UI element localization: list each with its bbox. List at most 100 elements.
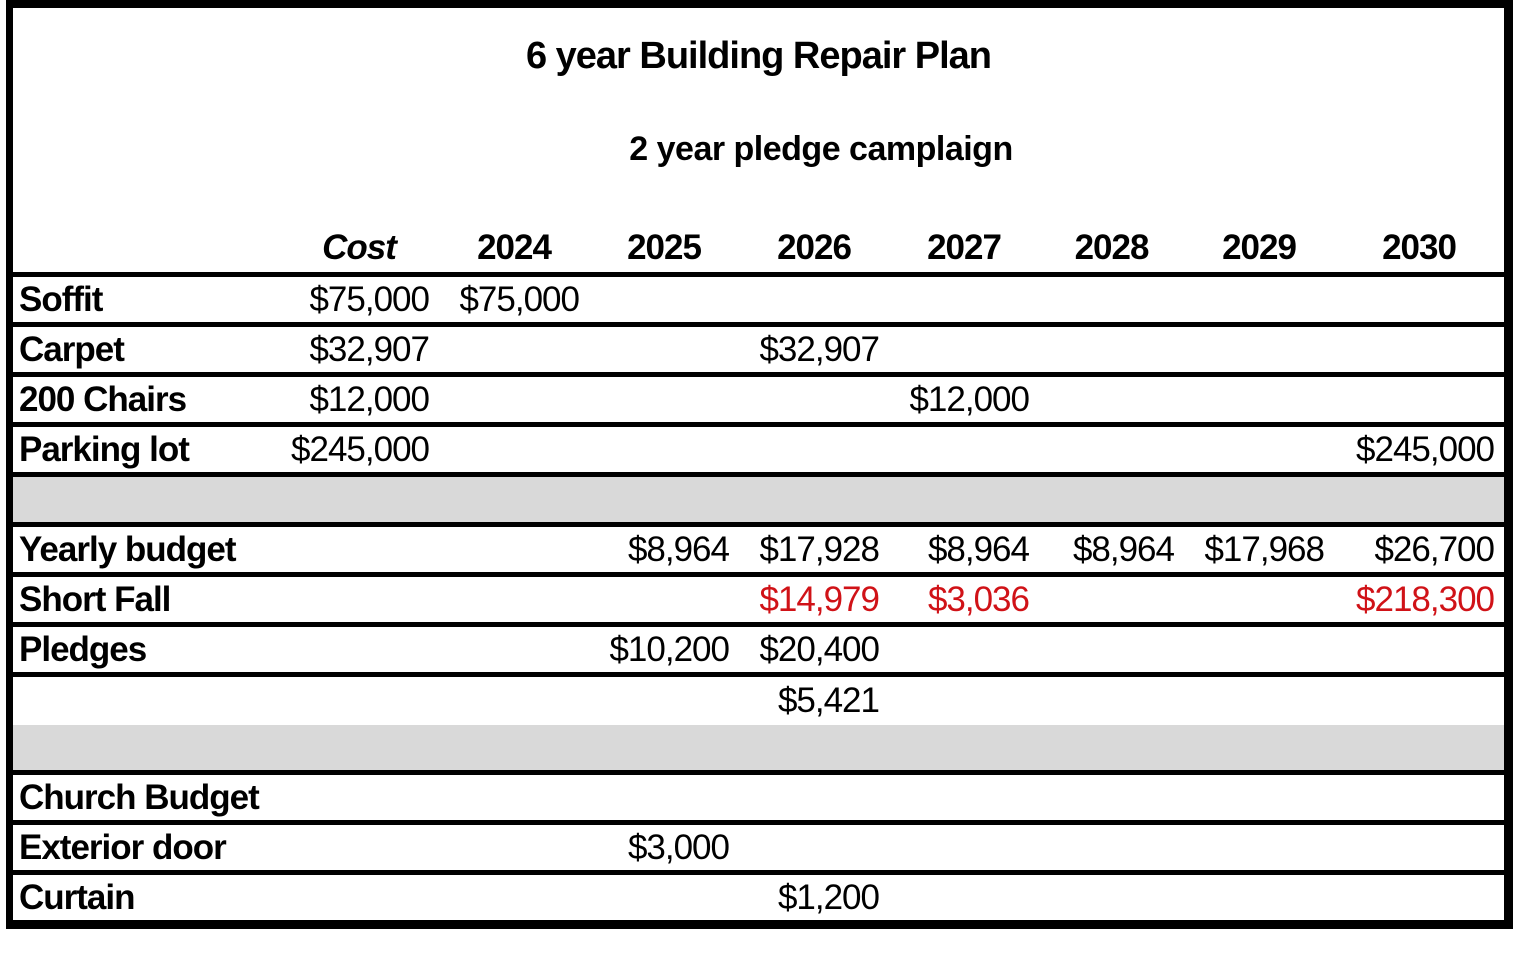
table-row-church-budget: Church Budget [13,775,1504,825]
col-header-2030: 2030 [1334,194,1504,277]
table-cell [739,427,889,477]
table-row-chairs: 200 Chairs $12,000 $12,000 [13,377,1504,427]
col-header-2025: 2025 [589,194,739,277]
table-cell: $8,964 [1039,527,1184,577]
col-header-2029: 2029 [1184,194,1334,277]
table-row-exterior-door: Exterior door $3,000 [13,825,1504,875]
row-label: Short Fall [13,577,279,627]
table-cell [889,825,1039,875]
table-cell [439,527,589,577]
table-cell [439,327,589,377]
table-cell [1184,677,1334,725]
table-cell [439,427,589,477]
row-label: Curtain [19,877,136,917]
table-cell [1039,377,1184,427]
table-cell [739,775,889,825]
table-cell [1039,875,1184,920]
table-cell: $8,964 [589,527,739,577]
table-cell [589,327,739,377]
table-cell: $17,928 [739,527,889,577]
table-cell: $14,979 [739,577,889,627]
table-row-short-fall: Short Fall $14,979 $3,036 $218,300 [13,577,1504,627]
table-cell [439,825,589,875]
table-cell: $75,000 [439,277,589,327]
row-label: Pledges [13,627,279,677]
row-label: Yearly budget [13,527,279,577]
table-cell: $245,000 [1334,427,1504,477]
row-label: Parking lot [13,427,279,477]
table-cell [1184,627,1334,677]
table-cell: $8,964 [889,527,1039,577]
table-row-parking-lot: Parking lot $245,000 $245,000 [13,427,1504,477]
table-cell [1184,775,1334,825]
spacer-band-row [13,725,1504,775]
page-subtitle: 2 year pledge camplaign [629,129,1013,168]
table-cell [889,327,1039,377]
table-cell [1039,327,1184,377]
table-cell [279,677,439,725]
table-cell: $3,000 [589,825,739,875]
table-cell [279,875,439,920]
table-cell: $10,200 [589,627,739,677]
table-cell [589,875,739,920]
table-cell [589,277,739,327]
table-cell [589,677,739,725]
table-row-soffit: Soffit $75,000 $75,000 [13,277,1504,327]
table-cell [1334,875,1504,920]
table-cell [589,775,739,825]
table-cell [439,775,589,825]
table-cell [739,277,889,327]
table-cell: $5,421 [777,681,880,720]
row-label: Soffit [13,277,279,327]
column-header-row: Cost 2024 2025 2026 2027 2028 2029 2030 [13,194,1504,277]
page-title: 6 year Building Repair Plan [525,34,992,77]
table-cell: $12,000 [889,377,1039,427]
table-row-pledges: Pledges $10,200 $20,400 [13,627,1504,677]
table-cell [1184,825,1334,875]
table-cell: $26,700 [1334,527,1504,577]
table-cell [1039,577,1184,627]
table-cell [1184,277,1334,327]
col-header-blank [13,194,279,277]
table-cell [279,627,439,677]
col-header-cost: Cost [279,194,439,277]
table-cell: $17,968 [1184,527,1334,577]
table-cell [1039,627,1184,677]
table-cell [889,427,1039,477]
table-cell [279,825,439,875]
row-label: Carpet [13,327,279,377]
table-cell [889,277,1039,327]
subtitle-row: 2 year pledge camplaign [13,104,1504,194]
table-cell [1039,825,1184,875]
table-cell [1334,627,1504,677]
col-header-2024: 2024 [439,194,589,277]
col-header-2028: 2028 [1039,194,1184,277]
table-cell [889,627,1039,677]
table-cell [279,577,439,627]
table-cell: $32,907 [739,327,889,377]
table-cell [739,377,889,427]
table-row-carpet: Carpet $32,907 $32,907 [13,327,1504,377]
table-cell: $75,000 [279,277,439,327]
row-label: Church Budget [13,775,279,825]
table-cell [589,427,739,477]
table-cell: $12,000 [279,377,439,427]
table-row-yearly-budget: Yearly budget $8,964 $17,928 $8,964 $8,9… [13,527,1504,577]
table-cell [279,527,439,577]
table-cell [1334,377,1504,427]
table-cell [589,577,739,627]
table-cell [889,875,1039,920]
col-header-2026: 2026 [739,194,889,277]
table-cell [1039,277,1184,327]
table-cell [1184,327,1334,377]
table-cell [1039,427,1184,477]
table-cell [1184,875,1334,920]
col-header-2027: 2027 [889,194,1039,277]
table-cell [589,377,739,427]
table-cell: $218,300 [1334,577,1504,627]
table-cell [1184,577,1334,627]
table-cell [1184,427,1334,477]
table-cell [439,875,589,920]
row-label: Exterior door [13,825,279,875]
table-cell [1184,377,1334,427]
